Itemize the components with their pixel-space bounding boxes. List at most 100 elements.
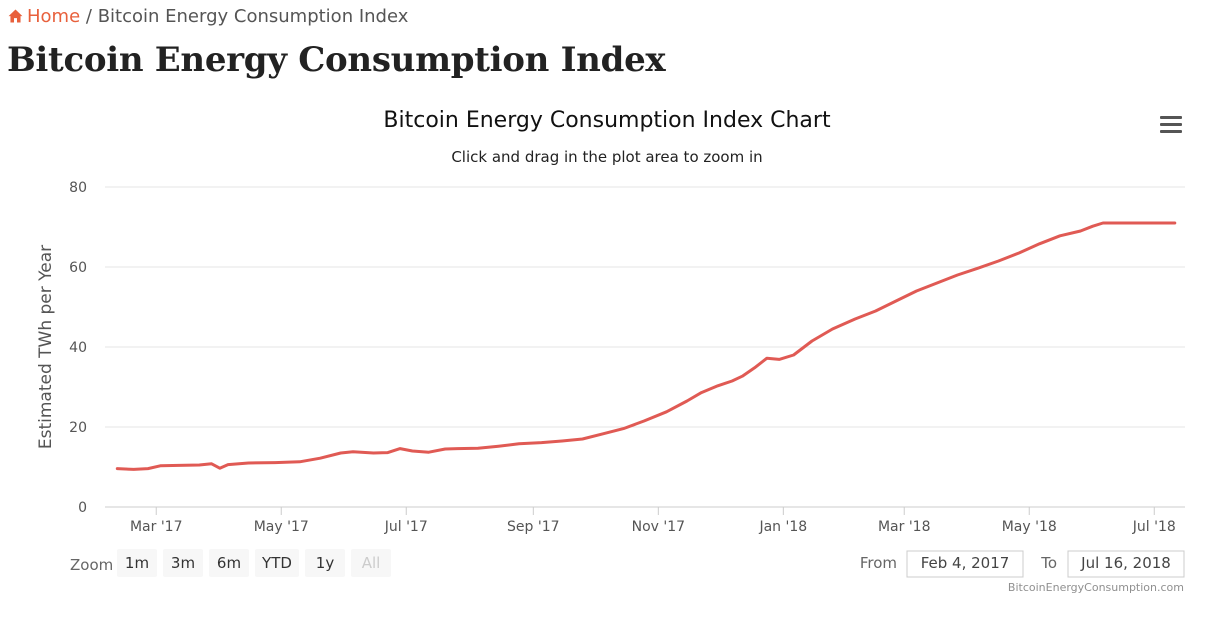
zoom-button-1y[interactable]: 1y — [305, 549, 345, 577]
zoom-button-label[interactable]: 1m — [125, 554, 149, 572]
zoom-button-bg[interactable] — [163, 549, 203, 577]
data-point — [116, 467, 119, 470]
y-tick-label: 80 — [69, 180, 87, 196]
data-point — [831, 328, 834, 330]
breadcrumb-home-link[interactable]: Home — [8, 6, 86, 27]
data-point — [731, 380, 733, 382]
data-point — [1059, 235, 1061, 237]
data-point — [581, 438, 584, 440]
data-point — [895, 300, 897, 302]
zoom-button-label[interactable]: 3m — [171, 554, 195, 572]
data-point — [540, 441, 543, 444]
data-point — [1151, 222, 1154, 224]
zoom-button-bg[interactable] — [117, 549, 157, 577]
y-tick-label: 40 — [69, 340, 87, 356]
data-point — [602, 433, 604, 435]
data-point — [1102, 222, 1104, 224]
data-point — [518, 443, 520, 445]
data-point — [1079, 230, 1082, 232]
data-point — [766, 357, 768, 360]
data-point — [561, 440, 563, 442]
page-title: Bitcoin Energy Consumption Index — [7, 40, 666, 80]
data-point — [977, 267, 979, 269]
zoom-button-bg[interactable] — [305, 549, 345, 577]
breadcrumb-separator: / — [85, 6, 92, 27]
chart[interactable]: Bitcoin Energy Consumption Index Chart C… — [0, 90, 1218, 630]
zoom-button-label[interactable]: 6m — [217, 554, 241, 572]
data-point — [665, 411, 668, 413]
to-date-input[interactable]: Jul 16, 2018 — [1080, 554, 1171, 572]
data-point — [177, 464, 180, 467]
chart-credits[interactable]: BitcoinEnergyConsumption.com — [1008, 581, 1184, 594]
data-point — [700, 391, 703, 394]
from-date-input-box[interactable] — [906, 550, 1024, 578]
x-tick-label: May '17 — [254, 519, 309, 535]
y-axis-label: Estimated TWh per Year — [36, 245, 56, 449]
zoom-button-label[interactable]: YTD — [261, 554, 292, 572]
x-axis-ticks: Mar '17 May '17 Jul '17 Sep '17 Nov '17 Jan '… — [130, 507, 1176, 535]
zoom-controls: Zoom 1m 3m 6m YTD 1y All — [70, 549, 391, 577]
data-point — [132, 468, 135, 471]
breadcrumb-home-label[interactable]: Home — [27, 6, 81, 27]
hamburger-menu-icon[interactable] — [1155, 112, 1187, 138]
y-tick-label: 20 — [69, 420, 87, 436]
data-point — [159, 465, 162, 467]
zoom-button-label[interactable]: 1y — [316, 554, 335, 572]
data-point — [915, 290, 918, 292]
x-tick-label: May '18 — [1002, 519, 1057, 535]
data-point — [444, 448, 446, 450]
from-date-input[interactable]: Feb 4, 2017 — [921, 554, 1010, 572]
series-layer — [115, 221, 1177, 471]
zoom-button-ytd[interactable]: YTD — [255, 549, 299, 577]
data-point — [1122, 222, 1125, 224]
data-point — [792, 354, 795, 356]
y-axis-ticks: 0 20 40 60 80 — [69, 180, 87, 516]
data-point — [372, 452, 375, 454]
zoom-button-6m[interactable]: 6m — [209, 549, 249, 577]
y-gridlines — [105, 186, 1185, 428]
zoom-button-all: All — [351, 549, 391, 577]
data-point — [854, 318, 856, 320]
data-point — [210, 463, 213, 465]
to-date-input-box[interactable] — [1067, 550, 1185, 578]
data-point — [1018, 252, 1020, 254]
zoom-button-1m[interactable]: 1m — [117, 549, 157, 577]
zoom-button-bg[interactable] — [209, 549, 249, 577]
data-point — [936, 282, 938, 284]
data-point — [298, 461, 301, 463]
zoom-button-bg — [351, 549, 391, 577]
series-line — [115, 221, 1177, 471]
data-point — [147, 467, 149, 470]
x-tick-label: Mar '17 — [130, 519, 183, 535]
data-point — [319, 457, 321, 460]
breadcrumb: Home / Bitcoin Energy Consumption Index — [8, 6, 408, 27]
from-label: From — [860, 554, 897, 572]
to-label: To — [1040, 554, 1057, 572]
data-point — [274, 461, 276, 464]
data-point — [387, 451, 389, 454]
home-icon — [8, 9, 23, 23]
zoom-button-bg[interactable] — [255, 549, 299, 577]
data-point — [741, 375, 744, 378]
data-point — [643, 420, 645, 422]
data-point — [716, 385, 719, 387]
data-point — [686, 400, 688, 402]
data-point — [227, 463, 229, 466]
zoom-buttons: 1m 3m 6m YTD 1y All — [117, 549, 391, 577]
data-point — [1173, 222, 1176, 224]
data-point — [1091, 225, 1094, 227]
chart-title: Bitcoin Energy Consumption Index Chart — [383, 108, 831, 133]
zoom-button-3m[interactable]: 3m — [163, 549, 203, 577]
date-range: From Feb 4, 2017 To Jul 16, 2018 — [860, 550, 1185, 578]
breadcrumb-current: Bitcoin Energy Consumption Index — [97, 6, 409, 27]
data-point — [411, 450, 414, 452]
data-point — [811, 340, 813, 342]
data-point — [218, 467, 221, 470]
data-point — [1038, 243, 1041, 245]
y-tick-label: 0 — [78, 500, 87, 516]
data-point — [622, 427, 625, 430]
data-point — [753, 367, 756, 369]
y-tick-label: 60 — [69, 260, 87, 276]
chart-subtitle: Click and drag in the plot area to zoom … — [451, 148, 762, 166]
data-point — [477, 447, 479, 450]
